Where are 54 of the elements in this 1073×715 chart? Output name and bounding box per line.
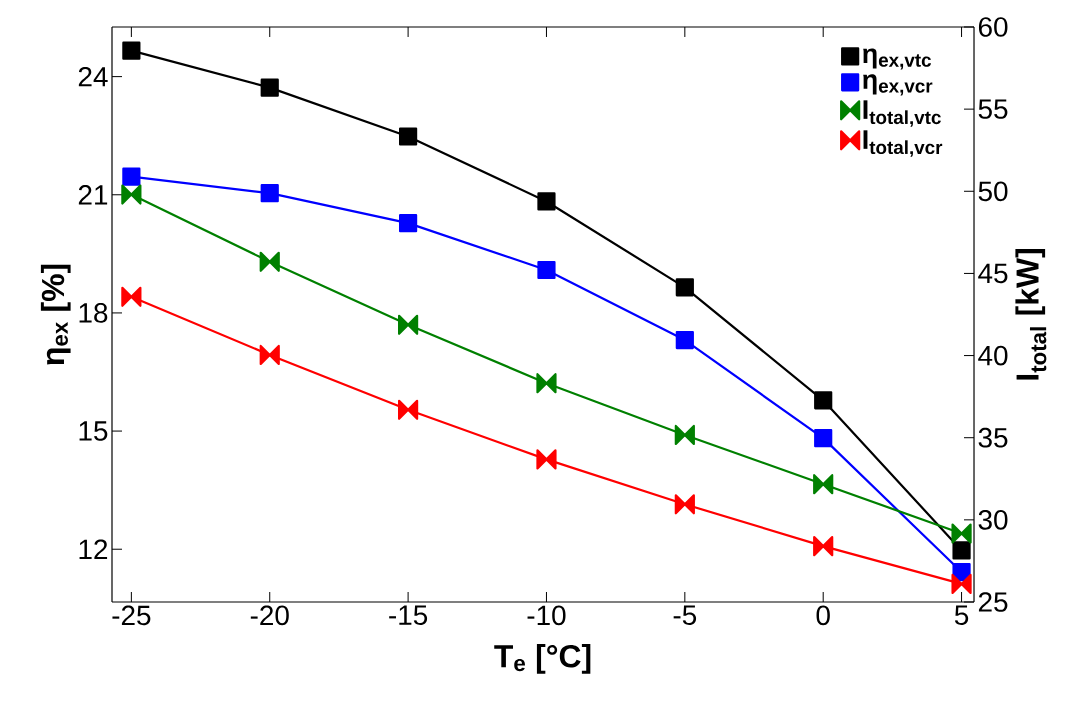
point bbox=[260, 78, 279, 97]
x-tick-label: 5 bbox=[954, 605, 969, 625]
point bbox=[537, 192, 556, 211]
point bbox=[122, 167, 141, 186]
point bbox=[675, 278, 694, 297]
y-tick-label: 18 bbox=[79, 303, 108, 323]
point bbox=[674, 424, 695, 446]
x-tick-label: -25 bbox=[112, 605, 151, 626]
point bbox=[675, 331, 694, 350]
y2-tick-label: 45 bbox=[978, 263, 1008, 284]
point bbox=[951, 573, 972, 595]
point bbox=[674, 494, 695, 515]
y2-tick-label: 35 bbox=[978, 427, 1008, 448]
point bbox=[259, 251, 280, 272]
point bbox=[121, 286, 142, 307]
point bbox=[536, 373, 557, 394]
point bbox=[260, 184, 279, 203]
x-tick-label: -5 bbox=[673, 605, 697, 625]
point bbox=[951, 523, 972, 544]
point bbox=[122, 41, 141, 60]
y-axis-title: η$_{ex}$ [%] bbox=[40, 264, 71, 365]
y2-axis-title: I$_{total}$ [kW] bbox=[1015, 249, 1047, 380]
y-tick-label: 15 bbox=[79, 421, 108, 441]
y-tick-label: 21 bbox=[78, 185, 108, 205]
point bbox=[259, 344, 280, 366]
point bbox=[814, 429, 833, 448]
point bbox=[813, 474, 834, 495]
x-axis-title: T$_{e}$ [°C] bbox=[494, 644, 591, 674]
point bbox=[399, 127, 418, 146]
y2-tick-label: 30 bbox=[978, 509, 1008, 530]
y2-tick-label: 50 bbox=[978, 181, 1008, 202]
legend-label: η$_{ex,vtc}$ bbox=[863, 48, 932, 70]
y2-tick-label: 25 bbox=[978, 592, 1008, 612]
legend-label: I$_{total,vtc}$ bbox=[863, 100, 941, 127]
point bbox=[398, 314, 419, 335]
legend-label: η$_{ex,vcr}$ bbox=[863, 74, 933, 96]
point bbox=[536, 449, 557, 470]
point bbox=[399, 214, 418, 233]
y2-tick-label: 40 bbox=[978, 345, 1008, 366]
legend-label: I$_{total,vcr}$ bbox=[863, 130, 943, 157]
y2-tick-label: 60 bbox=[978, 17, 1008, 37]
y2-tick-label: 55 bbox=[978, 99, 1008, 119]
point bbox=[398, 399, 419, 420]
point bbox=[814, 391, 833, 410]
y-tick-label: 24 bbox=[78, 66, 108, 87]
point bbox=[121, 184, 142, 205]
point bbox=[813, 536, 834, 557]
x-tick-label: -20 bbox=[250, 605, 289, 626]
point bbox=[537, 260, 556, 280]
point bbox=[952, 541, 971, 560]
x-tick-label: -10 bbox=[527, 605, 566, 626]
x-tick-label: 0 bbox=[816, 605, 830, 626]
x-tick-label: -15 bbox=[389, 605, 428, 625]
y-tick-label: 12 bbox=[79, 539, 108, 559]
